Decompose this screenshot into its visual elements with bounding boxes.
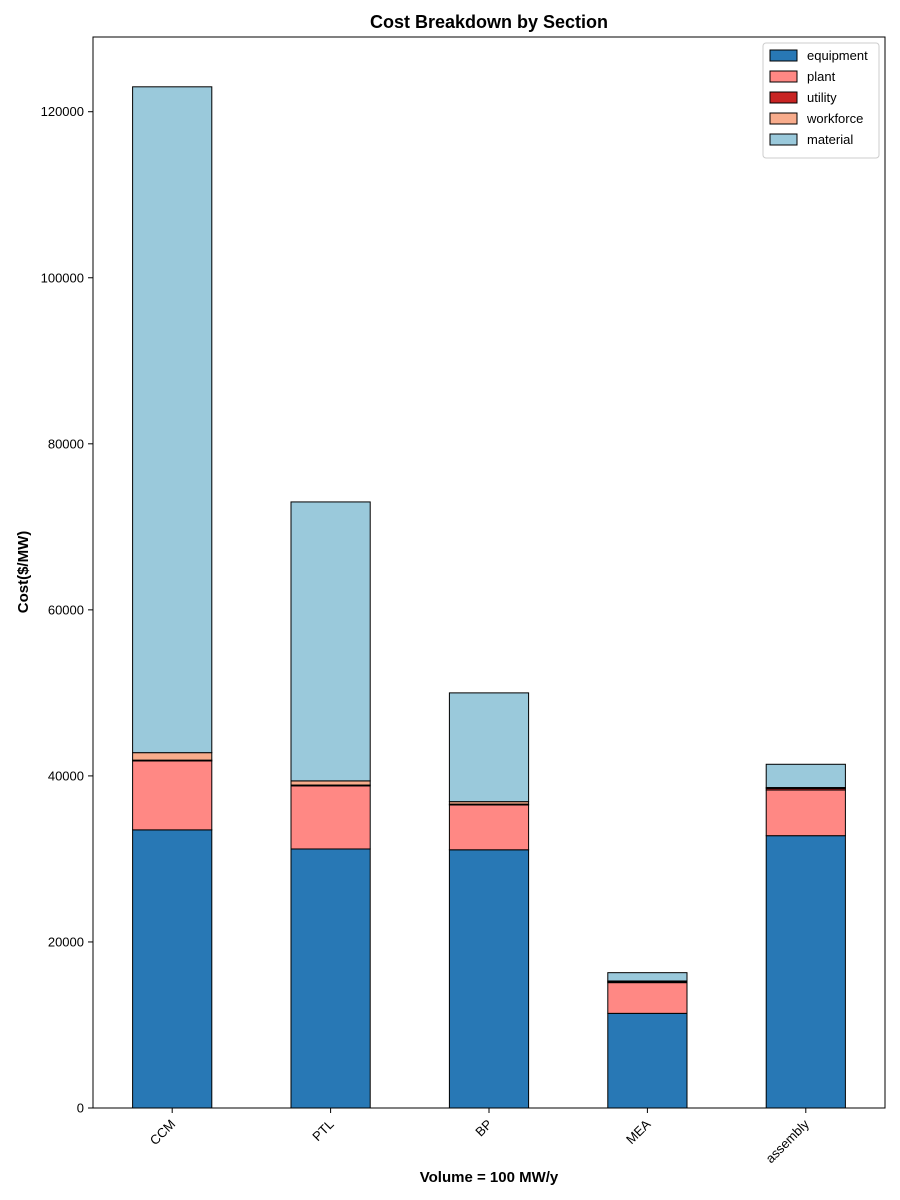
x-axis-title: Volume = 100 MW/y: [420, 1169, 559, 1186]
x-tick-label-assembly: assembly: [762, 1116, 812, 1166]
bar-material-ptl: [290, 501, 371, 782]
bar-material-mea: [607, 972, 688, 982]
bar-material-assembly: [765, 763, 846, 789]
y-tick-label: 100000: [41, 270, 84, 285]
bar-workforce-ccm: [132, 752, 213, 761]
bar-plant-mea: [607, 982, 688, 1014]
y-tick-label: 40000: [48, 768, 84, 783]
bar-plant-ptl: [290, 785, 371, 850]
bar-equipment-assembly: [765, 835, 846, 1109]
x-axis: CCM PTL BP MEA assembly: [147, 1108, 812, 1166]
x-tick-label-ptl: PTL: [309, 1117, 336, 1144]
bar-equipment-ccm: [132, 829, 213, 1109]
chart-title: Cost Breakdown by Section: [370, 12, 608, 32]
bar-plant-ccm: [132, 760, 213, 831]
x-tick-label-mea: MEA: [623, 1116, 654, 1147]
legend-swatch-equipment: [769, 49, 798, 62]
y-axis-title: Cost($/MW): [15, 531, 32, 614]
bar-workforce-ptl: [290, 780, 371, 786]
y-tick-label: 80000: [48, 436, 84, 451]
legend-swatch-workforce: [769, 112, 798, 125]
y-axis: 0 20000 40000 60000 80000 100000 120000: [41, 104, 93, 1116]
legend: equipment plant utility workforce material: [762, 42, 880, 159]
legend-swatch-material: [769, 133, 798, 146]
bar-equipment-ptl: [290, 848, 371, 1109]
legend-swatch-plant: [769, 70, 798, 83]
bar-material-ccm: [132, 86, 213, 754]
bar-equipment-bp: [448, 849, 530, 1109]
legend-label-equipment: equipment: [807, 48, 868, 63]
x-tick-label-bp: BP: [472, 1117, 495, 1140]
legend-label-plant: plant: [807, 69, 836, 84]
y-tick-label: 20000: [48, 934, 84, 949]
y-tick-label: 0: [77, 1101, 84, 1116]
bar-material-bp: [448, 692, 530, 803]
legend-label-material: material: [807, 132, 853, 147]
plot-frame: [92, 36, 886, 1109]
bars-group: [132, 86, 846, 1109]
bar-plant-bp: [448, 804, 530, 851]
y-tick-label: 60000: [48, 602, 84, 617]
y-tick-label: 120000: [41, 104, 84, 119]
bar-plant-assembly: [765, 789, 846, 837]
legend-swatch-utility: [769, 91, 798, 104]
legend-label-utility: utility: [807, 90, 837, 105]
legend-label-workforce: workforce: [806, 111, 863, 126]
bar-equipment-mea: [607, 1012, 688, 1109]
x-tick-label-ccm: CCM: [147, 1117, 179, 1149]
